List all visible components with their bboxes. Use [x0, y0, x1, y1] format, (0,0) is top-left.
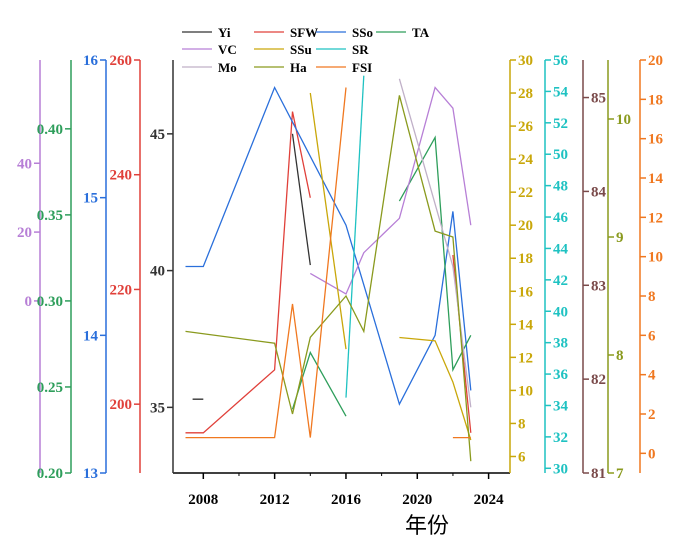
- legend-label-ssu: SSu: [290, 42, 312, 57]
- legend-label-yi: Yi: [218, 25, 231, 40]
- series-line-mo: [398, 78, 472, 408]
- y-tick-label-sso: 16: [83, 53, 99, 69]
- y-tick-label-ssu: 20: [518, 218, 533, 234]
- legend-label-vc: VC: [218, 42, 237, 57]
- x-tick-label: 2008: [188, 492, 218, 508]
- y-tick-label-mo: 85: [591, 91, 606, 107]
- y-tick-label-sr: 50: [553, 147, 568, 163]
- y-tick-label-ssu: 14: [518, 317, 534, 333]
- y-tick-label-ssu: 10: [518, 383, 533, 399]
- y-tick-label-sfw: 220: [110, 282, 133, 298]
- y-tick-label-ta: 0.30: [37, 294, 63, 310]
- y-tick-label-ha: 7: [616, 466, 624, 482]
- y-tick-label-ssu: 12: [518, 350, 533, 366]
- y-tick-label-ha: 9: [616, 230, 624, 246]
- x-tick-label: 2024: [474, 492, 505, 508]
- series-line-sr: [345, 75, 365, 398]
- y-tick-label-yi: 35: [150, 400, 165, 416]
- series-line-sso: [185, 85, 472, 406]
- y-tick-label-fsi: 16: [648, 132, 664, 148]
- y-tick-label-sfw: 200: [110, 397, 133, 413]
- x-tick-label: 2020: [402, 492, 432, 508]
- y-tick-label-sr: 32: [553, 430, 568, 446]
- y-tick-label-sr: 34: [553, 398, 569, 414]
- y-tick-label-sr: 56: [553, 53, 569, 69]
- series-line-fsi: [185, 87, 471, 439]
- y-tick-label-sr: 38: [553, 336, 568, 352]
- x-tick-label: 2016: [331, 492, 362, 508]
- legend-label-sfw: SFW: [290, 25, 318, 40]
- y-tick-label-mo: 81: [591, 466, 606, 482]
- y-tick-label-sr: 44: [553, 241, 569, 257]
- y-tick-label-fsi: 12: [648, 210, 663, 226]
- y-tick-label-ssu: 16: [518, 284, 534, 300]
- y-tick-label-sr: 48: [553, 179, 568, 195]
- y-tick-label-fsi: 0: [648, 446, 656, 462]
- y-tick-label-mo: 83: [591, 278, 606, 294]
- y-tick-label-sso: 15: [83, 191, 98, 207]
- y-tick-label-ssu: 30: [518, 53, 533, 69]
- y-tick-label-ssu: 22: [518, 185, 533, 201]
- y-tick-label-vc: 40: [17, 156, 32, 172]
- y-tick-label-sr: 40: [553, 304, 568, 320]
- y-tick-label-sr: 36: [553, 367, 569, 383]
- y-tick-label-sr: 54: [553, 84, 569, 100]
- y-tick-label-sr: 52: [553, 116, 568, 132]
- y-tick-label-mo: 82: [591, 372, 606, 388]
- y-tick-label-fsi: 2: [648, 407, 656, 423]
- legend-label-ha: Ha: [290, 60, 307, 75]
- y-tick-label-ta: 0.40: [37, 122, 63, 138]
- y-tick-label-ha: 8: [616, 348, 624, 364]
- y-tick-label-fsi: 14: [648, 171, 664, 187]
- legend-label-fsi: FSI: [352, 60, 372, 75]
- y-tick-label-ssu: 18: [518, 251, 533, 267]
- x-axis-title: 年份: [405, 514, 450, 539]
- y-tick-label-sfw: 240: [110, 168, 133, 184]
- y-tick-label-ssu: 8: [518, 416, 526, 432]
- y-tick-label-ssu: 26: [518, 119, 534, 135]
- y-tick-label-sr: 42: [553, 273, 568, 289]
- legend-label-mo: Mo: [218, 60, 237, 75]
- series-line-ha: [185, 95, 472, 462]
- y-tick-label-vc: 0: [25, 294, 33, 310]
- y-tick-label-yi: 40: [150, 264, 165, 280]
- legend-label-sso: SSo: [352, 25, 373, 40]
- y-tick-label-ha: 10: [616, 112, 631, 128]
- y-tick-label-sfw: 260: [110, 53, 133, 69]
- series-line-vc: [309, 86, 472, 295]
- y-tick-label-ssu: 6: [518, 449, 526, 465]
- y-tick-label-yi: 45: [150, 127, 165, 143]
- y-tick-label-ta: 0.35: [37, 208, 63, 224]
- y-tick-label-fsi: 8: [648, 289, 656, 305]
- legend-label-ta: TA: [412, 25, 430, 40]
- y-tick-label-ssu: 28: [518, 86, 533, 102]
- series-line-yi: [192, 133, 311, 400]
- y-tick-label-ta: 0.20: [37, 466, 63, 482]
- y-tick-label-fsi: 20: [648, 53, 663, 69]
- series-line-ssu: [309, 92, 472, 441]
- legend-label-sr: SR: [352, 42, 369, 57]
- y-tick-label-ta: 0.25: [37, 380, 63, 396]
- y-tick-label-ssu: 24: [518, 152, 534, 168]
- y-tick-label-vc: 20: [17, 225, 32, 241]
- y-tick-label-sr: 46: [553, 210, 569, 226]
- y-tick-label-sr: 30: [553, 461, 568, 477]
- y-tick-label-sso: 14: [83, 328, 99, 344]
- y-tick-label-fsi: 10: [648, 250, 663, 266]
- y-tick-label-sso: 13: [83, 466, 98, 482]
- y-tick-label-fsi: 4: [648, 368, 656, 384]
- y-tick-label-fsi: 6: [648, 328, 656, 344]
- x-tick-label: 2012: [260, 492, 290, 508]
- y-tick-label-fsi: 18: [648, 92, 663, 108]
- y-tick-label-mo: 84: [591, 184, 607, 200]
